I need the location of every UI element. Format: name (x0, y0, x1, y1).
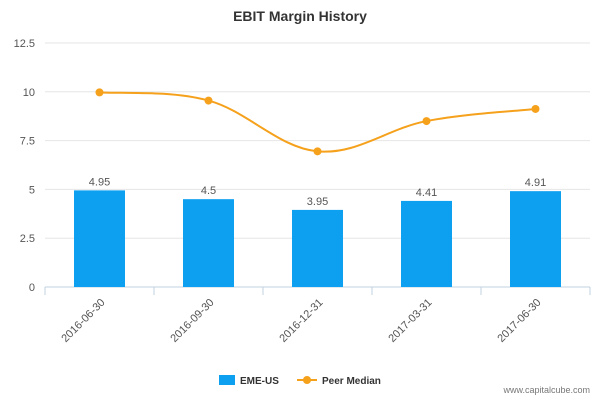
legend-label-eme-us: EME-US (240, 376, 279, 387)
legend-label-peer-median: Peer Median (322, 376, 381, 387)
x-tick-label-2017-06-30: 2017-06-30 (495, 297, 543, 345)
y-axis-ticks: 0 2.5 5 7.5 10 12.5 (14, 38, 35, 294)
peer-median-point-2017-03-31 (422, 117, 431, 126)
peer-median-point-2016-09-30 (204, 96, 213, 105)
bar-2016-06-30 (74, 190, 125, 287)
peer-median-point-2016-12-31 (313, 147, 322, 156)
peer-median-point-2016-06-30 (95, 88, 104, 97)
bar-data-labels: 4.95 4.5 3.95 4.41 4.91 (89, 176, 546, 208)
y-tick-label-0: 0 (29, 282, 35, 294)
bar-2017-03-31 (401, 200, 452, 287)
peer-median-path (99, 91, 536, 153)
bar-2016-12-31 (292, 209, 343, 287)
x-axis-tick-marks (44, 287, 591, 295)
bar-2016-09-30 (183, 199, 234, 287)
y-tick-label-4: 10 (23, 87, 35, 99)
data-label-2017-06-30: 4.91 (525, 177, 546, 189)
footer-credit: www.capitalcube.com (502, 385, 590, 395)
bar-2017-06-30 (510, 191, 561, 287)
legend: EME-US Peer Median (219, 375, 381, 387)
data-label-2016-06-30: 4.95 (89, 176, 110, 188)
legend-swatch-eme-us (219, 375, 235, 385)
peer-median-point-2017-06-30 (531, 104, 540, 113)
bars-eme-us (74, 190, 561, 287)
data-label-2017-03-31: 4.41 (416, 187, 437, 199)
y-tick-label-3: 7.5 (20, 136, 35, 148)
data-label-2016-09-30: 4.5 (201, 185, 216, 197)
peer-median-line (95, 88, 540, 156)
x-tick-label-2016-09-30: 2016-09-30 (168, 297, 216, 345)
legend-marker-peer-median (303, 376, 311, 384)
x-tick-label-2016-06-30: 2016-06-30 (59, 297, 107, 345)
y-tick-label-1: 2.5 (20, 233, 35, 245)
x-axis-labels: 2016-06-30 2016-09-30 2016-12-31 2017-03-31… (59, 297, 543, 345)
x-tick-label-2017-03-31: 2017-03-31 (386, 297, 434, 345)
y-tick-label-5: 12.5 (14, 38, 35, 50)
gridlines (45, 42, 590, 239)
chart-title: EBIT Margin History (233, 8, 367, 24)
data-label-2016-12-31: 3.95 (307, 196, 328, 208)
x-tick-label-2016-12-31: 2016-12-31 (277, 297, 325, 345)
y-tick-label-2: 5 (29, 184, 35, 196)
